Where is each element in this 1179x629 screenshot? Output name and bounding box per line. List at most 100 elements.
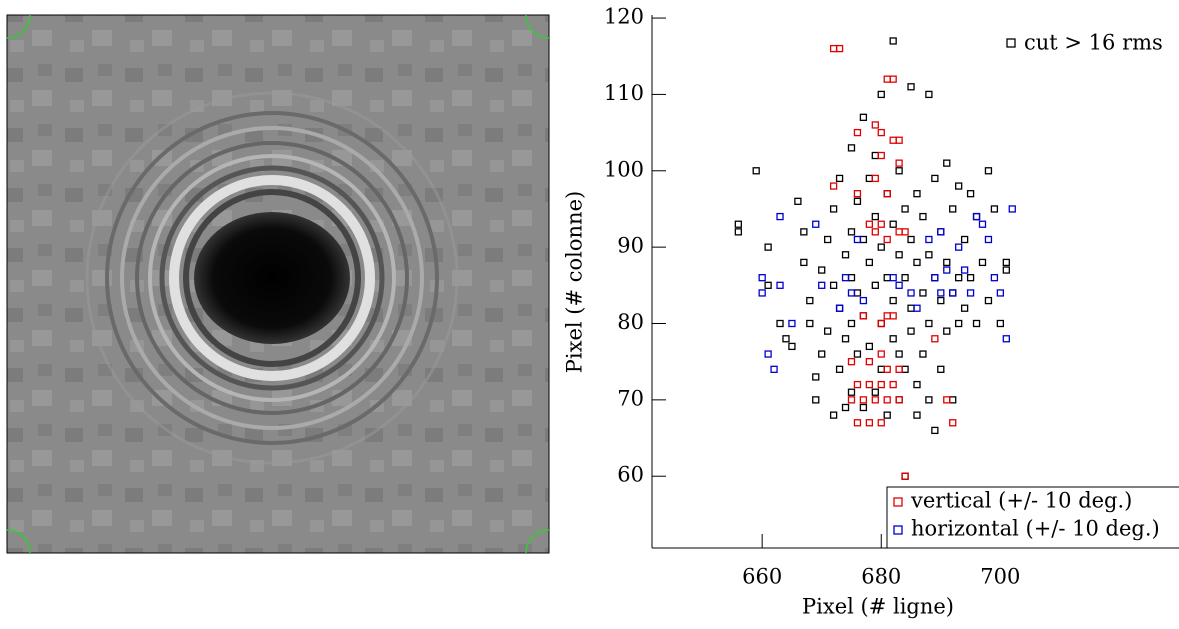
- point: [878, 366, 884, 372]
- point: [962, 237, 968, 243]
- point: [848, 359, 854, 365]
- point: [807, 320, 813, 326]
- point: [896, 168, 902, 174]
- point: [884, 191, 890, 197]
- point: [854, 290, 860, 296]
- point: [765, 244, 771, 250]
- point: [902, 473, 908, 479]
- point: [890, 336, 896, 342]
- point: [837, 46, 843, 52]
- point: [950, 420, 956, 426]
- point: [944, 397, 950, 403]
- point: [866, 359, 872, 365]
- point: [789, 320, 795, 326]
- point: [979, 221, 985, 227]
- point: [902, 473, 908, 479]
- point: [872, 282, 878, 288]
- point: [938, 366, 944, 372]
- point: [837, 305, 843, 311]
- point: [896, 252, 902, 258]
- point: [974, 214, 980, 220]
- point: [854, 130, 860, 136]
- point: [860, 298, 866, 304]
- point: [932, 275, 938, 281]
- point: [825, 328, 831, 334]
- point: [801, 259, 807, 265]
- point: [926, 237, 932, 243]
- point: [854, 191, 860, 197]
- point: [991, 275, 997, 281]
- point: [878, 130, 884, 136]
- point: [914, 412, 920, 418]
- point: [848, 389, 854, 395]
- point: [866, 259, 872, 265]
- point: [783, 336, 789, 342]
- point: [771, 366, 777, 372]
- point: [837, 366, 843, 372]
- point: [854, 420, 860, 426]
- point: [884, 313, 890, 319]
- point: [932, 427, 938, 433]
- point: [860, 114, 866, 120]
- point: [759, 290, 765, 296]
- x-tick-label: 700: [980, 565, 1020, 589]
- point: [866, 343, 872, 349]
- point: [914, 305, 920, 311]
- point: [831, 206, 837, 212]
- point: [878, 420, 884, 426]
- point: [1003, 267, 1009, 273]
- point: [896, 397, 902, 403]
- point: [884, 191, 890, 197]
- point: [819, 267, 825, 273]
- point: [890, 221, 896, 227]
- point: [944, 160, 950, 166]
- point: [807, 298, 813, 304]
- point: [884, 275, 890, 281]
- point: [819, 351, 825, 357]
- point: [795, 198, 801, 204]
- y-axis-label: Pixel (# colonne): [563, 191, 587, 373]
- legend-marker: [1007, 39, 1015, 47]
- point: [997, 320, 1003, 326]
- point: [908, 290, 914, 296]
- point: [956, 275, 962, 281]
- legend-label: vertical (+/- 10 deg.): [910, 489, 1132, 513]
- point: [848, 145, 854, 151]
- point: [974, 320, 980, 326]
- point: [920, 214, 926, 220]
- point: [872, 397, 878, 403]
- point: [860, 313, 866, 319]
- point: [938, 229, 944, 235]
- point: [866, 382, 872, 388]
- point: [985, 237, 991, 243]
- point: [962, 305, 968, 311]
- point: [902, 366, 908, 372]
- point: [985, 298, 991, 304]
- point: [884, 412, 890, 418]
- point: [848, 290, 854, 296]
- point: [908, 84, 914, 90]
- point: [896, 351, 902, 357]
- point: [825, 237, 831, 243]
- point: [801, 229, 807, 235]
- x-tick-label: 680: [861, 565, 901, 589]
- point: [860, 237, 866, 243]
- point: [985, 168, 991, 174]
- point: [920, 351, 926, 357]
- point: [932, 336, 938, 342]
- point: [848, 397, 854, 403]
- point: [831, 46, 837, 52]
- point: [950, 397, 956, 403]
- point: [926, 252, 932, 258]
- point: [890, 76, 896, 82]
- point: [908, 237, 914, 243]
- point: [878, 382, 884, 388]
- point: [950, 290, 956, 296]
- point: [884, 366, 890, 372]
- point: [843, 404, 849, 410]
- point: [872, 153, 878, 159]
- point: [884, 397, 890, 403]
- point: [884, 76, 890, 82]
